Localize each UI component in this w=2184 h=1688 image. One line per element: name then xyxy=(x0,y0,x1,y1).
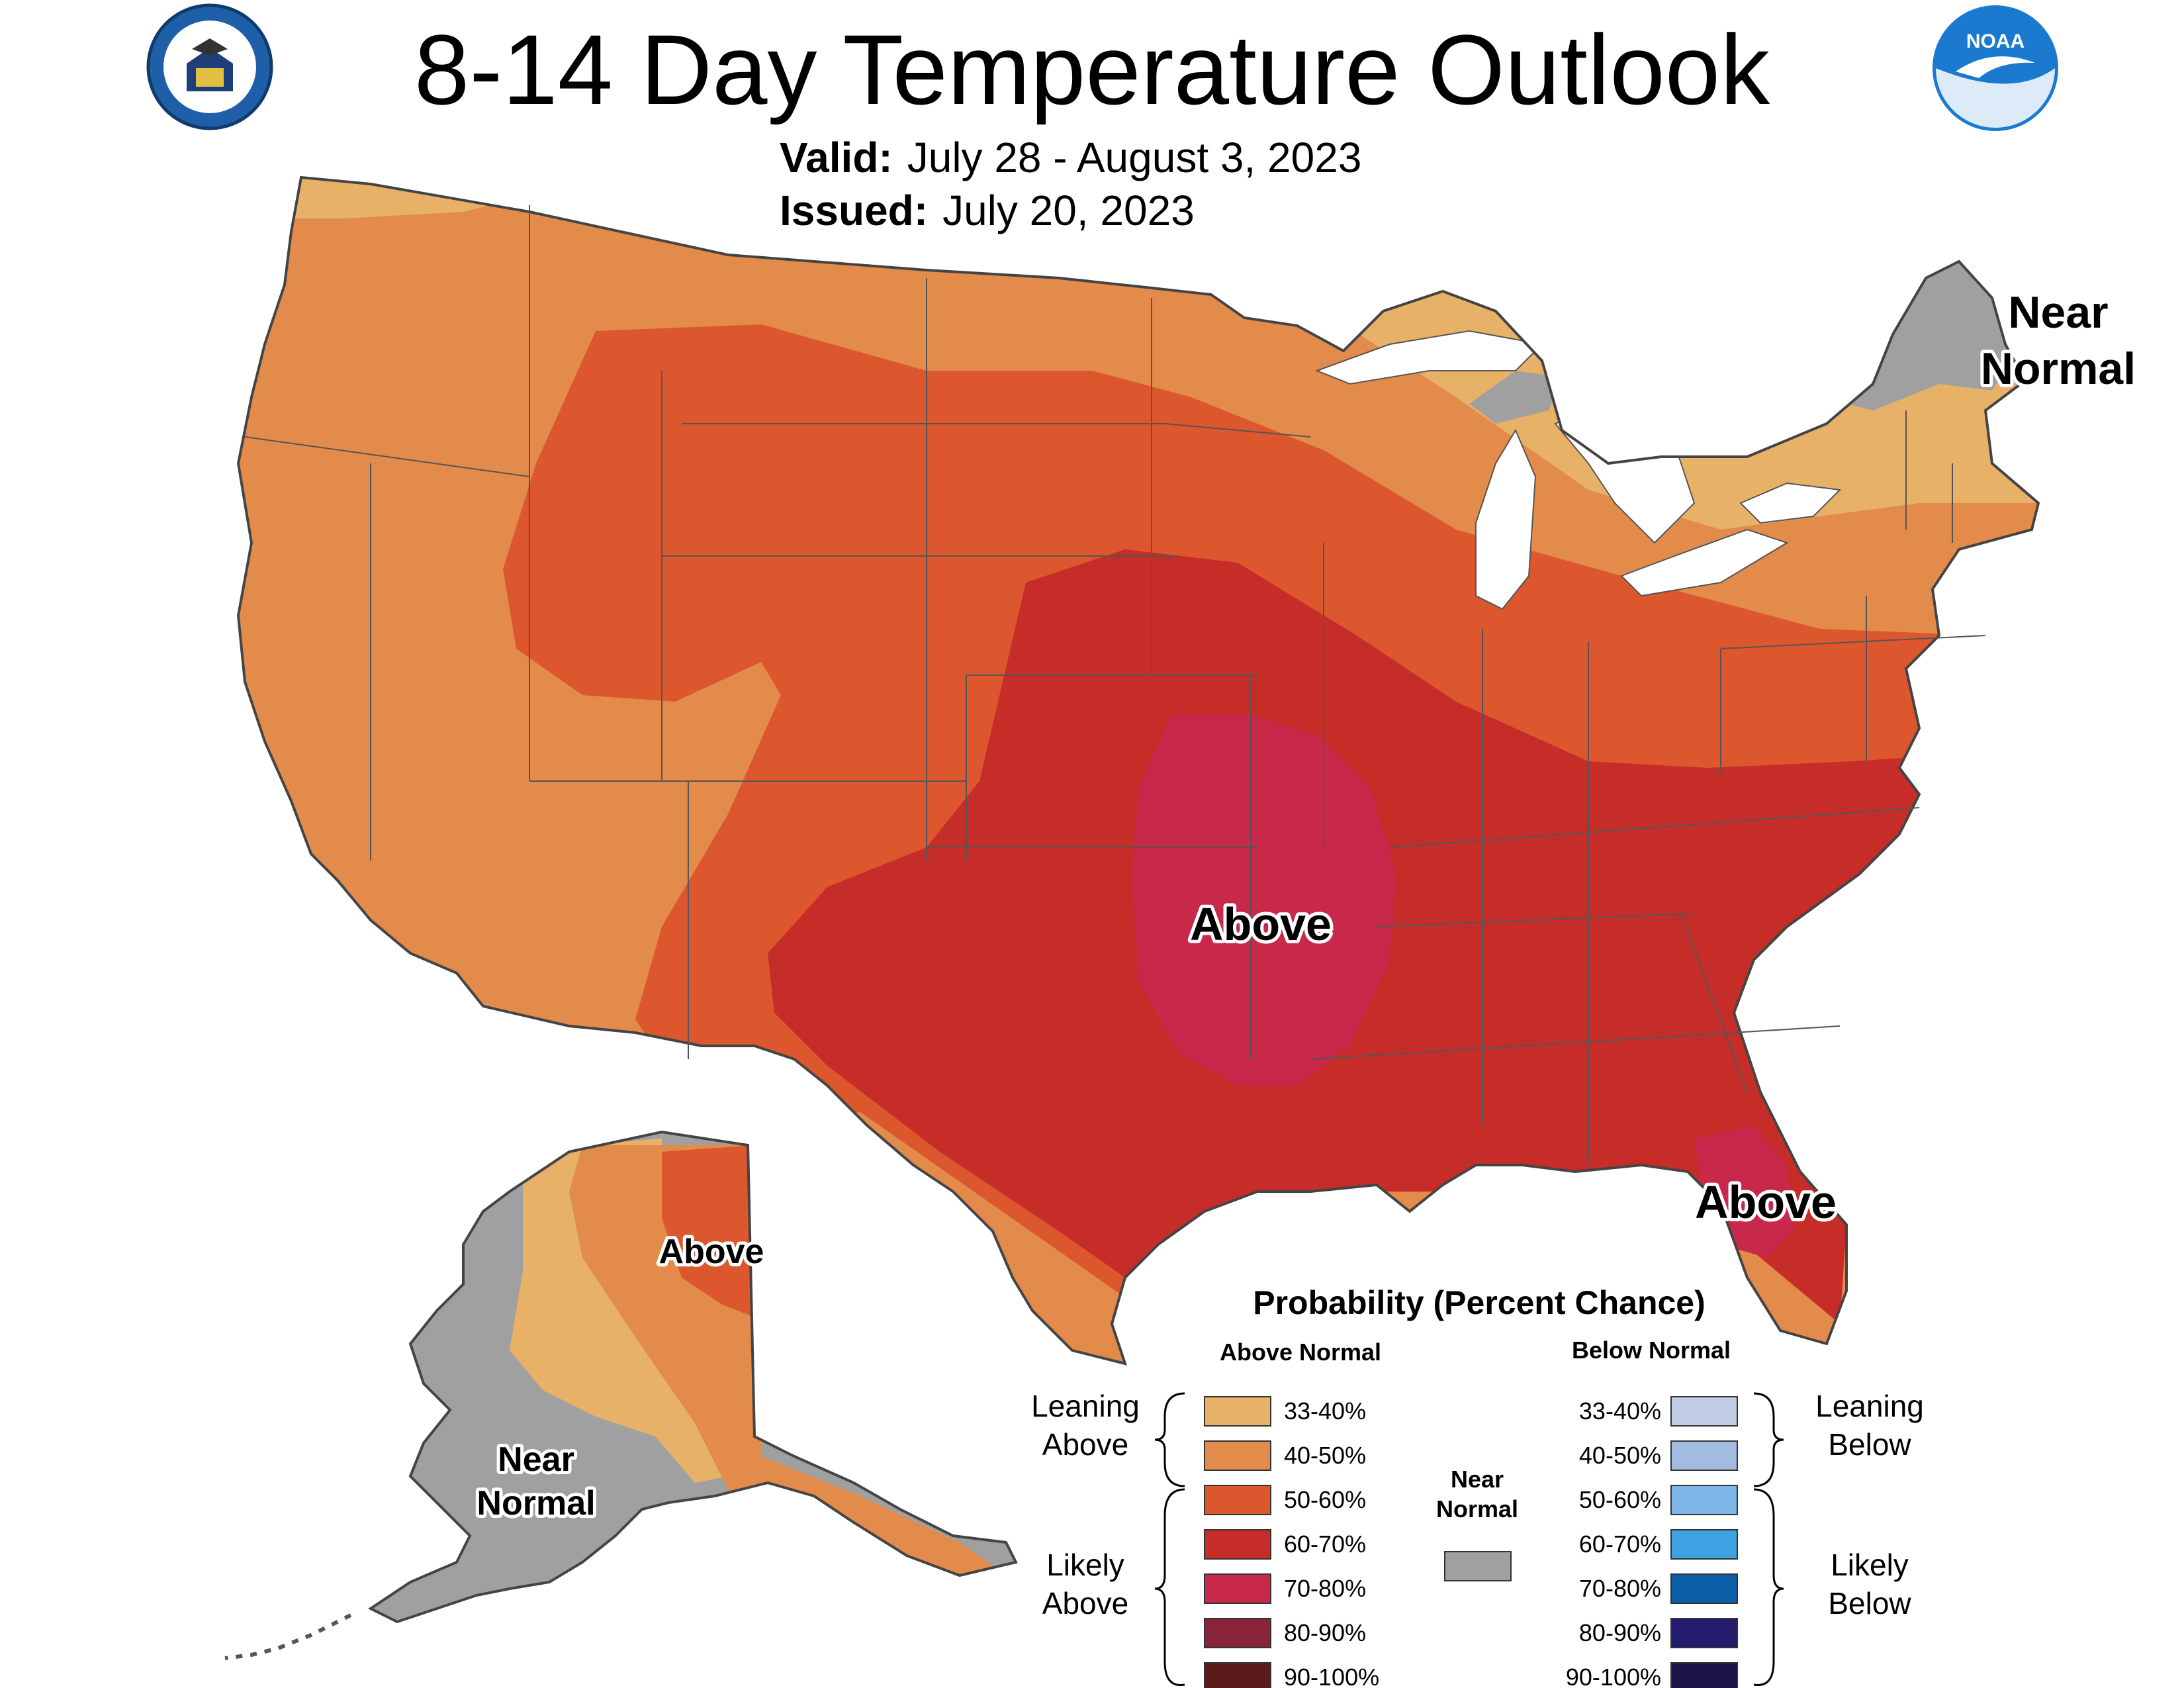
zone-70-80-above-central xyxy=(1132,715,1396,1086)
leaning-above-line2: Above xyxy=(1042,1427,1128,1462)
leaning-below-line1: Leaning xyxy=(1815,1389,1924,1423)
near-normal-northeast-line2: Normal xyxy=(1981,344,2136,394)
svg-text:NOAA: NOAA xyxy=(1966,30,2025,52)
below-range-4: 60-70% xyxy=(1579,1530,1661,1558)
above-swatch-1 xyxy=(1204,1396,1271,1427)
issued-label: Issued: xyxy=(780,187,929,234)
above-alaska-label: Above xyxy=(659,1233,764,1271)
above-swatch-2 xyxy=(1204,1440,1271,1471)
legend-above-header: Above Normal xyxy=(1220,1338,1381,1366)
legend-below-rows: 33-40% 40-50% 50-60% 60-70% 70-80% 80-90% 90-1… xyxy=(1566,1396,1738,1688)
near-normal-alaska-line2: Normal xyxy=(477,1484,595,1523)
great-lakes xyxy=(1315,330,1842,610)
above-range-1: 33-40% xyxy=(1284,1397,1366,1425)
zone-33-40-above-pnw xyxy=(285,177,543,218)
below-swatch-5 xyxy=(1670,1573,1738,1604)
aleutian-islands xyxy=(224,1613,352,1660)
below-range-2: 40-50% xyxy=(1579,1442,1661,1469)
near-normal-legend-line2: Normal xyxy=(1436,1495,1518,1523)
above-swatch-5 xyxy=(1204,1573,1271,1604)
legend-title: Probability (Percent Chance) xyxy=(1253,1284,1706,1321)
above-swatch-3 xyxy=(1204,1485,1271,1515)
conus-map xyxy=(236,175,2040,1366)
legend-below-header: Below Normal xyxy=(1572,1336,1731,1364)
above-range-5: 70-80% xyxy=(1284,1575,1366,1602)
below-swatch-7 xyxy=(1670,1662,1738,1688)
likely-below-line2: Below xyxy=(1828,1586,1911,1620)
leaning-below-line2: Below xyxy=(1828,1427,1911,1462)
alaska-map xyxy=(224,1130,1018,1660)
above-range-3: 50-60% xyxy=(1284,1486,1366,1513)
zone-50-60-above-alaska xyxy=(662,1145,754,1317)
legend: Probability (Percent Chance) Above Norma… xyxy=(1031,1284,1924,1688)
below-swatch-2 xyxy=(1670,1440,1738,1471)
above-florida-label: Above xyxy=(1695,1176,1837,1228)
near-normal-maine xyxy=(1846,252,2012,410)
above-swatch-4 xyxy=(1204,1529,1271,1560)
leaning-above-line1: Leaning xyxy=(1031,1389,1140,1423)
near-normal-alaska-line1: Near xyxy=(498,1440,574,1479)
below-swatch-3 xyxy=(1670,1485,1738,1515)
map-labels: Near Normal Above Above Above Near Norma… xyxy=(473,284,2139,1526)
above-range-6: 80-90% xyxy=(1284,1619,1366,1646)
alaska-outline xyxy=(368,1130,1018,1624)
above-central-label: Above xyxy=(1190,898,1332,950)
below-range-7: 90-100% xyxy=(1566,1664,1661,1688)
likely-above-line2: Above xyxy=(1042,1586,1128,1620)
above-range-7: 90-100% xyxy=(1284,1664,1379,1688)
near-normal-legend-line1: Near xyxy=(1451,1466,1504,1493)
map-title: 8-14 Day Temperature Outlook xyxy=(414,14,1770,125)
legend-above-rows: 33-40% 40-50% 50-60% 60-70% 70-80% 80-90% 90-1… xyxy=(1204,1396,1379,1688)
below-range-5: 70-80% xyxy=(1579,1575,1661,1602)
near-normal-upper-michigan xyxy=(1469,371,1562,424)
noaa-logo: NOAA xyxy=(1933,5,2058,131)
legend-braces xyxy=(1154,1392,1784,1687)
above-swatch-7 xyxy=(1204,1662,1271,1688)
below-swatch-1 xyxy=(1670,1396,1738,1427)
conus-outline xyxy=(236,175,2040,1366)
valid-value: July 28 - August 3, 2023 xyxy=(907,134,1362,181)
issued-value: July 20, 2023 xyxy=(942,187,1195,234)
near-normal-northeast-line1: Near xyxy=(2008,287,2108,338)
below-swatch-6 xyxy=(1670,1618,1738,1648)
valid-label: Valid: xyxy=(780,134,893,181)
likely-above-line1: Likely xyxy=(1046,1548,1124,1582)
above-range-2: 40-50% xyxy=(1284,1442,1366,1469)
near-normal-swatch xyxy=(1444,1551,1512,1581)
below-range-3: 50-60% xyxy=(1579,1486,1661,1513)
above-range-4: 60-70% xyxy=(1284,1530,1366,1558)
below-range-6: 80-90% xyxy=(1579,1619,1661,1646)
issued-date: Issued: July 20, 2023 xyxy=(780,187,1195,234)
below-range-1: 33-40% xyxy=(1579,1397,1661,1425)
valid-dates: Valid: July 28 - August 3, 2023 xyxy=(780,134,1361,181)
below-swatch-4 xyxy=(1670,1529,1738,1560)
department-of-commerce-seal xyxy=(146,3,273,130)
above-swatch-6 xyxy=(1204,1618,1271,1648)
state-borders xyxy=(244,205,1986,1165)
likely-below-line1: Likely xyxy=(1831,1548,1909,1582)
